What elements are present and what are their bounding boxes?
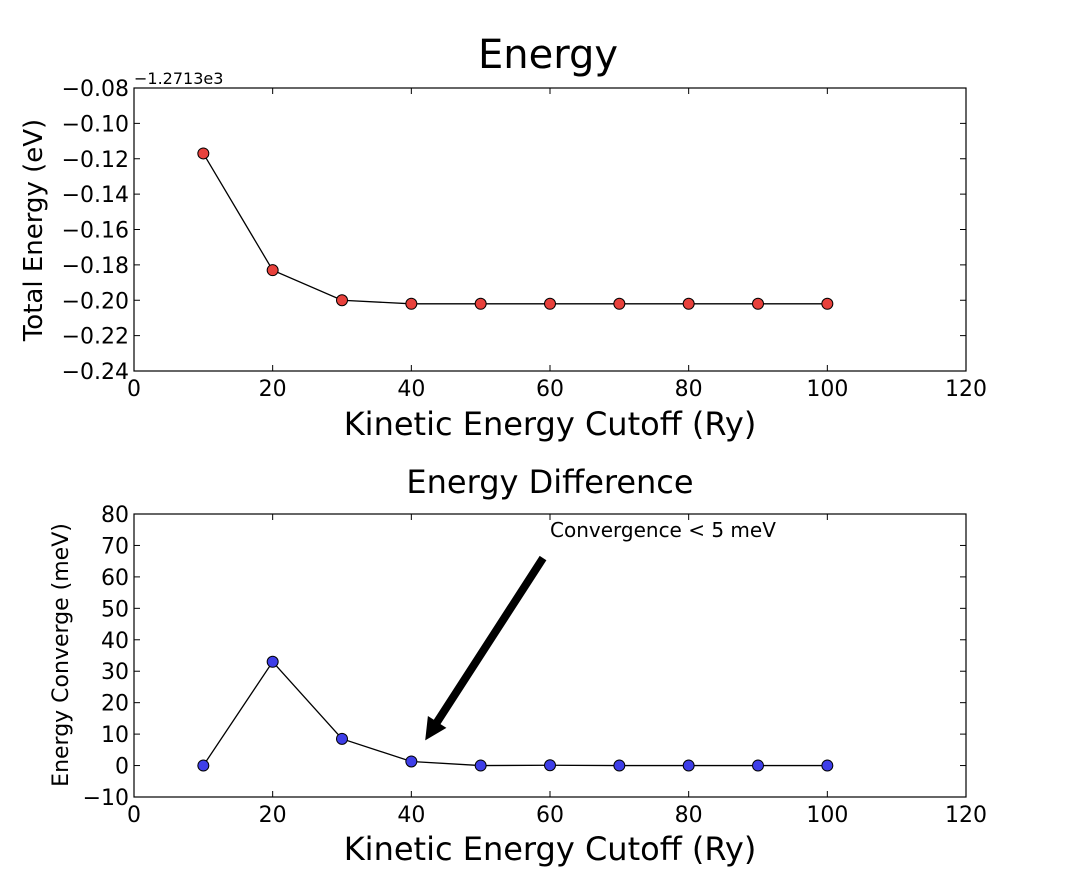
- chart-1-y-tick-label: −0.10: [62, 112, 129, 137]
- chart-2-data-point: [544, 759, 556, 772]
- chart-2-data-point: [613, 759, 626, 772]
- chart-2-y-tick-label: 60: [101, 566, 129, 591]
- chart-1-data-point: [821, 297, 834, 310]
- chart-2-y-tick-label: 30: [101, 660, 129, 685]
- chart-1-y-tick-label: −0.20: [62, 289, 129, 314]
- chart-2-data-point: [405, 755, 418, 768]
- chart-2-y-tick-label: 40: [101, 629, 129, 654]
- chart-2-series-line: [202, 660, 828, 767]
- chart-2-x-axis-label: Kinetic Energy Cutoff (Ry): [344, 830, 757, 868]
- chart-1-data-point: [544, 297, 556, 310]
- chart-2-data-point: [197, 759, 210, 772]
- chart-2-x-tick-label: 20: [259, 803, 287, 828]
- chart-1-y-tick-label: −0.12: [62, 148, 129, 173]
- chart-2-data-point: [821, 759, 834, 772]
- chart-1-data-point: [474, 297, 487, 310]
- chart-2-y-tick-label: 50: [101, 597, 129, 622]
- chart-2-title: Energy Difference: [406, 463, 693, 501]
- chart-2-x-tick-label: 40: [397, 803, 425, 828]
- chart-1-offset-text: −1.2713e3: [134, 69, 223, 88]
- chart-2-data-point: [752, 759, 764, 772]
- chart-2-data-point: [682, 759, 695, 772]
- chart-1-x-tick-label: 20: [259, 377, 287, 402]
- chart-1-y-tick-label: −0.16: [62, 219, 129, 244]
- chart-1-data-point: [336, 294, 348, 307]
- chart-1-x-axis-label: Kinetic Energy Cutoff (Ry): [344, 405, 757, 443]
- chart-1-x-tick-label: 60: [536, 377, 564, 402]
- chart-1-data-point: [266, 264, 279, 277]
- chart-1-axes-frame: [133, 87, 967, 372]
- chart-1-x-tick-label: 40: [397, 377, 425, 402]
- chart-2-y-axis-label: Energy Converge (meV): [49, 523, 74, 787]
- chart-2-x-tick-label: 80: [675, 803, 703, 828]
- chart-1-y-tick-label: −0.24: [62, 360, 129, 385]
- chart-2-y-tick-label: 10: [101, 723, 129, 748]
- chart-1-x-tick-label: 100: [806, 377, 848, 402]
- chart-1-data-point: [752, 297, 764, 310]
- chart-1-data-point: [682, 297, 695, 310]
- chart-1-y-tick-label: −0.14: [62, 183, 129, 208]
- chart-1-y-tick-label: −0.18: [62, 254, 129, 279]
- chart-2-x-tick-label: 120: [945, 803, 987, 828]
- chart-1-y-tick-label: −0.08: [62, 77, 129, 102]
- chart-2-annotation-arrow: [425, 555, 547, 741]
- chart-2-plot: 0 20 40 60 80 100 120−1001020304050607080Conve…: [83, 503, 987, 828]
- chart-1-x-tick-label: 0: [127, 377, 141, 402]
- chart-1-data-point: [405, 297, 418, 310]
- chart-1-title: Energy: [478, 32, 618, 78]
- chart-2-x-tick-label: 60: [536, 803, 564, 828]
- chart-2-y-tick-label: 70: [101, 534, 129, 559]
- chart-2-annotation-text: Convergence < 5 meV: [550, 518, 776, 542]
- chart-2-y-tick-label: 80: [101, 503, 129, 528]
- chart-2-y-tick-label: 20: [101, 692, 129, 717]
- chart-1-y-axis-label: Total Energy (eV): [19, 119, 49, 342]
- chart-1-series-line: [202, 153, 828, 305]
- chart-2-data-point: [474, 759, 487, 772]
- chart-1-y-tick-label: −0.22: [62, 325, 129, 350]
- chart-2-x-tick-label: 0: [127, 803, 141, 828]
- chart-2-y-tick-label: 0: [115, 755, 129, 780]
- chart-2-axes-frame: [133, 513, 967, 798]
- chart-2-data-point: [266, 655, 279, 668]
- chart-2-data-point: [336, 732, 348, 745]
- chart-1-data-point: [197, 147, 210, 160]
- chart-2-x-tick-label: 100: [806, 803, 848, 828]
- chart-1-data-point: [613, 297, 626, 310]
- chart-1-plot: 0 20 40 60 80 100 120 −0.24 −0.22 −0.20 −0.18 −0.16…: [62, 77, 987, 402]
- chart-1-x-tick-label: 120: [945, 377, 987, 402]
- chart-2-y-tick-label: −10: [83, 786, 129, 811]
- chart-1-x-tick-label: 80: [675, 377, 703, 402]
